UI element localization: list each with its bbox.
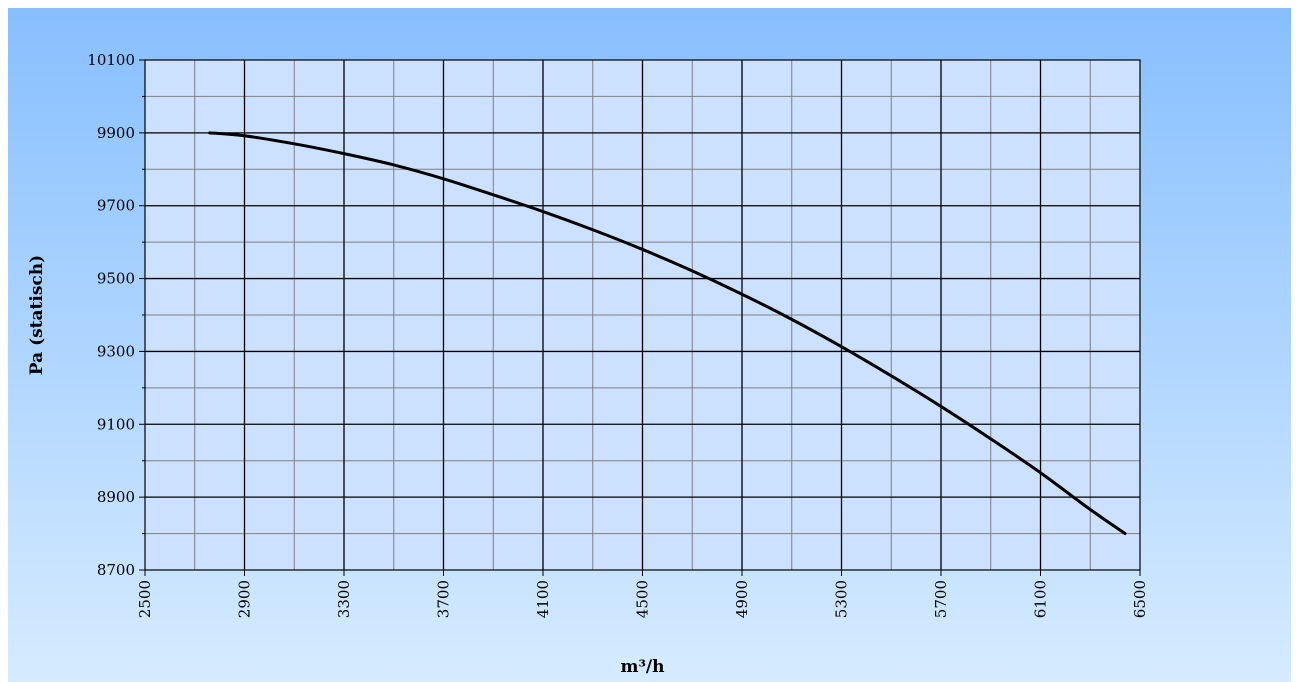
x-axis-ticks: 2500 2900 3300 3700 4100 4500 4900 5300 5700 6100…	[136, 570, 1149, 618]
x-tick-label: 6100	[1032, 580, 1050, 618]
y-tick-label: 9900	[97, 124, 135, 142]
x-tick-label: 5300	[833, 580, 851, 618]
y-tick-label: 9100	[97, 415, 135, 433]
y-axis-ticks: 8700 8900 9100 9300 9500 9700 9900 10100	[87, 51, 145, 579]
y-tick-label: 9700	[97, 197, 135, 215]
x-axis-title: m³/h	[620, 657, 664, 677]
y-tick-label: 8700	[97, 561, 135, 579]
y-tick-label: 10100	[87, 51, 135, 69]
x-tick-label: 5700	[932, 580, 950, 618]
x-tick-label: 4900	[733, 580, 751, 618]
x-tick-label: 4500	[634, 580, 652, 618]
x-tick-label: 6500	[1131, 580, 1149, 618]
y-tick-label: 9500	[97, 270, 135, 288]
y-tick-label: 9300	[97, 342, 135, 360]
x-tick-label: 2900	[236, 580, 254, 618]
y-tick-label: 8900	[97, 488, 135, 506]
x-tick-label: 3700	[435, 580, 453, 618]
x-tick-label: 4100	[534, 580, 552, 618]
major-grid	[145, 60, 1140, 570]
x-tick-label: 2500	[136, 580, 154, 618]
y-axis-title: Pa (statisch)	[27, 255, 47, 375]
x-tick-label: 3300	[335, 580, 353, 618]
series-line	[208, 131, 1127, 536]
